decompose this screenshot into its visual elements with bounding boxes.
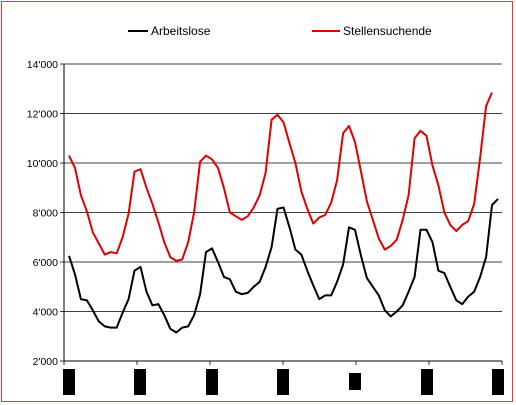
y-tick-label: 14'000 bbox=[27, 59, 58, 71]
x-label-redaction-box bbox=[206, 369, 218, 395]
y-tick-label: 2'000 bbox=[33, 356, 59, 368]
x-label-redaction-box bbox=[277, 369, 289, 395]
y-tick-label: 6'000 bbox=[33, 257, 59, 269]
x-label-redaction-box bbox=[134, 369, 146, 395]
y-tick-labels: 2'000 4'000 6'000 8'000 10'000 12'000 14'000 bbox=[27, 59, 58, 368]
legend-label: Stellensuchende bbox=[343, 24, 432, 38]
y-tick-label: 12'000 bbox=[27, 109, 58, 121]
series-line-1 bbox=[68, 92, 493, 262]
x-label-redaction-box bbox=[492, 369, 504, 395]
y-tick-label: 10'000 bbox=[27, 158, 58, 170]
series-lines bbox=[68, 92, 499, 334]
y-tick-label: 4'000 bbox=[33, 307, 59, 319]
x-label-redaction-box bbox=[421, 369, 433, 395]
x-label-redaction-box bbox=[63, 369, 75, 395]
x-axis-label-boxes bbox=[63, 369, 504, 395]
series-line-0 bbox=[68, 198, 499, 334]
y-tick-label: 8'000 bbox=[33, 208, 59, 220]
axes bbox=[60, 63, 503, 365]
legend-label: Arbeitslose bbox=[151, 24, 211, 38]
x-label-redaction-box bbox=[349, 373, 361, 390]
legend: Arbeitslose Stellensuchende bbox=[128, 24, 432, 38]
